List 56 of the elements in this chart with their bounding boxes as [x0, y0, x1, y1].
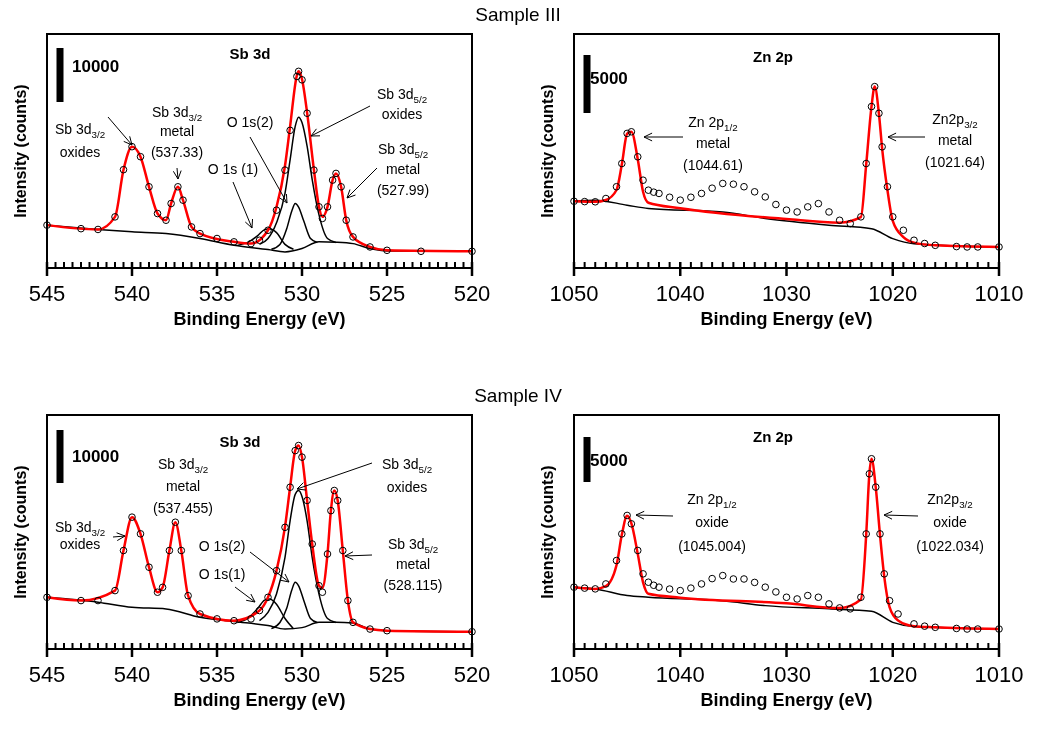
x-tick-label: 1040	[655, 661, 705, 687]
annotation: O 1s(2)	[226, 113, 274, 130]
x-tick-label: 1040	[655, 280, 705, 306]
annotation: Sb 3d$_{3/2}$ oxides	[54, 518, 106, 552]
chart-title: Sb 3d	[229, 44, 271, 62]
annotation: Sb 3d$_{3/2}$ metal (537.455)	[153, 455, 213, 516]
x-tick-label: 520	[453, 280, 491, 306]
annotation: Zn 2p$_{1/2}$ metal (1044.61)	[683, 113, 743, 173]
x-axis-title: Binding Energy (eV)	[700, 689, 873, 710]
annotation: O 1s(1)	[198, 565, 246, 582]
annotation: Sb 3d$_{5/2}$ oxides	[381, 455, 433, 495]
text: Sample IV	[474, 385, 563, 407]
annotation: Zn 2p$_{1/2}$ oxide (1045.004)	[678, 490, 746, 554]
y-axis-title: Intensity (counts)	[12, 84, 30, 218]
x-tick-label: 540	[113, 280, 151, 306]
y-axis-title: Intensity (counts)	[12, 465, 30, 599]
annotation: 10000	[72, 57, 120, 77]
x-tick-label: 545	[28, 280, 66, 306]
x-tick-label: 545	[28, 661, 66, 687]
chart-title: Zn 2p	[753, 427, 793, 445]
x-tick-label: 1020	[868, 661, 918, 687]
annotation: Sb 3d$_{5/2}$ oxides	[376, 85, 428, 122]
x-tick-label: 525	[368, 280, 406, 306]
x-tick-label: 1010	[974, 280, 1024, 306]
text: Sample III	[475, 4, 561, 26]
x-axis-title: Binding Energy (eV)	[173, 308, 346, 329]
annotation: Sb 3d$_{3/2}$ metal (537.33)	[150, 103, 204, 160]
x-tick-label: 1030	[762, 280, 811, 306]
x-tick-label: 535	[198, 280, 236, 306]
x-tick-label: 535	[198, 661, 236, 687]
y-axis-title: Intensity (counts)	[539, 465, 557, 599]
annotation: 5000	[590, 69, 628, 89]
annotation: Sb 3d$_{5/2}$ metal (527.99)	[376, 140, 430, 198]
x-tick-label: 1050	[549, 661, 599, 687]
x-tick-label: 530	[283, 661, 321, 687]
y-axis-title: Intensity (counts)	[539, 84, 557, 218]
x-tick-label: 530	[283, 280, 321, 306]
chart-title: Zn 2p	[753, 47, 793, 65]
x-tick-label: 1030	[762, 661, 811, 687]
annotation: Sb 3d$_{5/2}$ metal (528.115)	[383, 535, 443, 593]
annotation: Zn2p$_{3/2}$ oxide (1022.034)	[916, 490, 984, 554]
annotation: Sb 3d$_{3/2}$ oxides	[54, 120, 106, 160]
x-axis-title: Binding Energy (eV)	[173, 689, 346, 710]
x-axis-title: Binding Energy (eV)	[700, 308, 873, 329]
x-tick-label: 540	[113, 661, 151, 687]
x-tick-label: 1010	[974, 661, 1024, 687]
annotation: O 1s(2)	[198, 537, 246, 554]
annotation: 5000	[590, 451, 628, 471]
x-tick-label: 1050	[549, 280, 599, 306]
annotation: 10000	[72, 447, 120, 467]
annotation: O 1s (1)	[207, 160, 259, 177]
annotation: Zn2p$_{3/2}$ metal (1021.64)	[925, 110, 985, 170]
x-tick-label: 525	[368, 661, 406, 687]
chart-title: Sb 3d	[219, 432, 261, 450]
x-tick-label: 520	[453, 661, 491, 687]
x-tick-label: 1020	[868, 280, 918, 306]
